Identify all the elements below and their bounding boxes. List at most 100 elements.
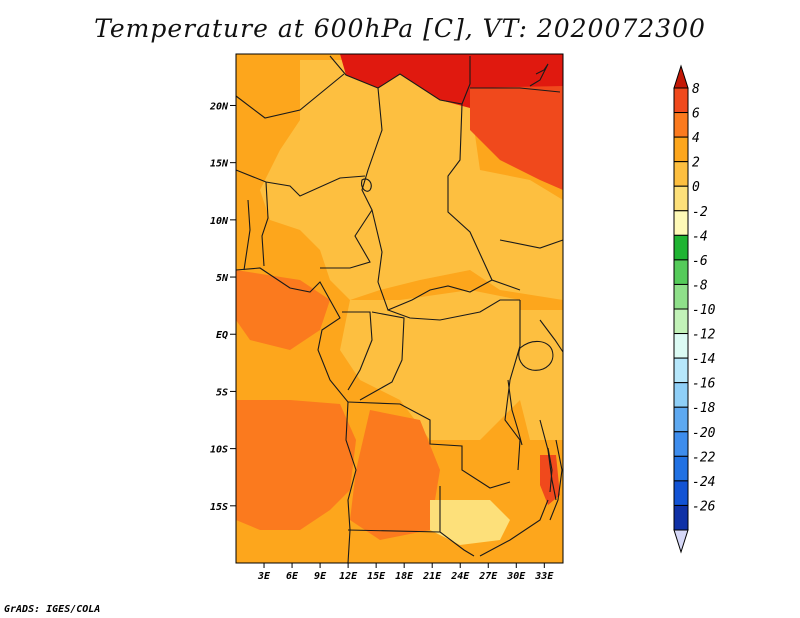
colorbar-segment	[673, 382, 689, 408]
region-extreme-northeast	[470, 54, 563, 88]
grads-credit: GrADS: IGES/COLA	[4, 604, 101, 615]
lon-tick-label: 24E	[450, 571, 470, 582]
colorbar-label: -24	[692, 475, 715, 490]
colorbar-segment	[673, 357, 689, 384]
lake-malawi	[547, 447, 553, 493]
colorbar-label: -20	[692, 426, 716, 441]
border-zambia-zim	[479, 499, 549, 557]
colorbar-label: 4	[692, 131, 700, 146]
border-sudan-east	[470, 87, 561, 93]
colorbar-label: -8	[692, 278, 708, 293]
colorbar-label: -26	[692, 499, 716, 514]
colorbar-segment	[673, 406, 689, 433]
lat-tick-label: 5N	[216, 273, 229, 284]
border-angola-south	[347, 529, 441, 533]
colorbar-segment	[673, 480, 689, 506]
border-mozambique	[549, 439, 563, 521]
lat-tick-label: 10N	[210, 216, 229, 227]
border-congo-drc	[359, 311, 405, 401]
coast-west	[235, 267, 357, 564]
colorbar-label: -10	[692, 303, 716, 318]
border-togo	[243, 199, 251, 271]
region-hot-west-coast	[236, 270, 330, 350]
colorbar-label: -22	[692, 450, 716, 465]
lon-tick-label: 33E	[534, 571, 554, 582]
colorbar-segment	[673, 136, 689, 163]
map-panel: 20N 15N 10N 5N EQ 5S 10S 15S 3E 6E 9E 12E 15E 18E 21E…	[209, 53, 564, 582]
colorbar-label: -4	[692, 229, 708, 244]
lake-chad	[361, 178, 372, 192]
lat-tick-label: 15N	[210, 159, 229, 170]
colorbar-label: -16	[692, 377, 716, 392]
colorbar-bottom-arrow	[673, 529, 689, 554]
latitude-axis: 20N 15N 10N 5N EQ 5S 10S 15S	[209, 101, 236, 513]
temperature-field	[236, 54, 563, 545]
colorbar-label: 2	[692, 156, 700, 171]
border-drc-angola	[347, 401, 511, 489]
colorbar-label: -12	[692, 328, 716, 343]
colorbar-segment	[673, 234, 689, 261]
colorbar-segment	[673, 283, 689, 310]
lake-tanganyika	[507, 379, 523, 446]
border-cameroon-car	[371, 209, 493, 311]
lon-tick-label: 6E	[286, 571, 299, 582]
border-nigeria	[235, 169, 366, 197]
colorbar-segment	[673, 259, 689, 285]
border-sahara-north	[329, 55, 471, 105]
border-niger-chad	[235, 73, 345, 119]
border-malawi	[539, 419, 557, 501]
lon-tick-label: 27E	[478, 571, 498, 582]
region-hot-southwest	[236, 400, 356, 530]
lon-tick-label: 18E	[395, 571, 414, 582]
colorbar-segment	[673, 308, 689, 335]
lat-tick-label: 10S	[210, 445, 228, 456]
region-extreme-north	[340, 54, 470, 108]
coast-northeast	[529, 63, 549, 87]
border-gabon-congo	[342, 311, 373, 391]
lat-tick-label: 15S	[210, 502, 228, 513]
lon-tick-label: 9E	[314, 571, 327, 582]
colorbar-top-arrow	[673, 64, 689, 89]
region-cool-zambia	[430, 500, 510, 545]
colorbar-segment	[673, 161, 689, 187]
colorbar-segment	[673, 87, 689, 114]
colorbar-label: -6	[692, 254, 708, 269]
border-drc-east	[504, 300, 521, 471]
lon-tick-label: 12E	[339, 571, 358, 582]
colorbar-segment	[673, 431, 689, 457]
colorbar: 8 6 4 2 0 -2 -4 -6 -8 -10 -12 -14 -16 -18 -20 -22 -24 -26	[673, 64, 716, 554]
lake-victoria	[518, 340, 554, 371]
lon-tick-label: 3E	[257, 571, 271, 582]
colorbar-segment	[673, 333, 689, 359]
lat-tick-label: EQ	[216, 330, 228, 341]
colorbar-label: -2	[692, 205, 708, 220]
colorbar-label: -14	[692, 352, 715, 367]
border-benin	[261, 181, 269, 267]
colorbar-segment	[673, 504, 689, 531]
country-borders	[235, 55, 564, 564]
chart-title: Temperature at 600hPa [C], VT: 202007230…	[94, 14, 706, 43]
border-car-drc	[387, 299, 520, 321]
colorbar-segment	[673, 112, 689, 138]
border-kenya	[539, 319, 564, 353]
colorbar-segment	[673, 185, 689, 212]
lat-tick-label: 20N	[209, 101, 229, 112]
colorbar-segment	[673, 455, 689, 482]
colorbar-label: 0	[692, 180, 700, 195]
lon-tick-label: 15E	[367, 571, 386, 582]
colorbar-label: 6	[692, 107, 700, 122]
colorbar-label: 8	[692, 82, 700, 97]
colorbar-segment	[673, 210, 689, 236]
region-mild-congo	[340, 290, 520, 440]
region-very-hot-northeast	[470, 84, 563, 190]
region-mild-tanzania	[520, 310, 563, 440]
lon-tick-label: 30E	[506, 571, 526, 582]
colorbar-label: -18	[692, 401, 716, 416]
lat-tick-label: 5S	[216, 387, 228, 398]
border-angola-zambia	[439, 486, 475, 557]
map-frame	[235, 53, 564, 564]
lon-tick-label: 21E	[422, 571, 442, 582]
region-hot-south	[350, 410, 440, 540]
longitude-axis: 3E 6E 9E 12E 15E 18E 21E 24E 27E 30E 33E	[257, 563, 554, 582]
